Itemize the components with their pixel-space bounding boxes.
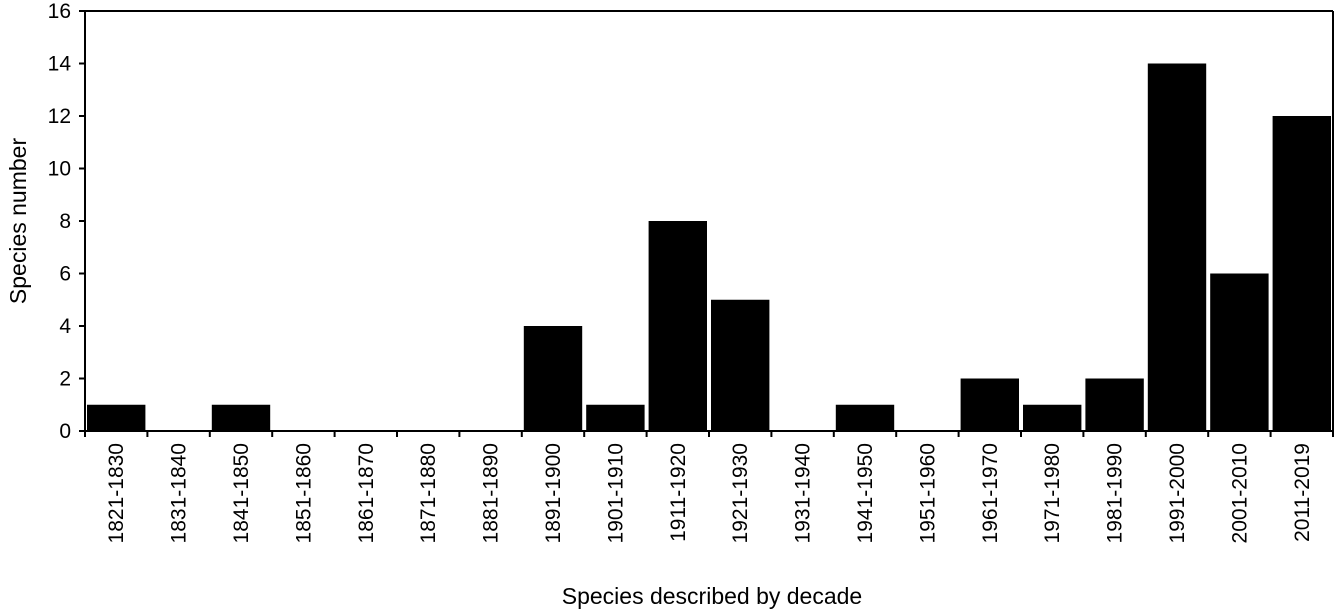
- x-tick-label: 1901-1910: [604, 443, 627, 543]
- bar-1841-1850: [211, 404, 271, 431]
- x-tick-label: 1991-2000: [1166, 443, 1189, 543]
- y-tick-label: 12: [48, 105, 71, 128]
- y-tick-label: 8: [59, 210, 71, 233]
- y-tick-label: 4: [59, 315, 71, 338]
- x-tick-label: 1911-1920: [667, 443, 690, 542]
- y-tick-label: 14: [48, 53, 72, 76]
- bar-1941-1950: [835, 404, 895, 431]
- x-tick-label: 1851-1860: [292, 443, 315, 543]
- bar-1901-1910: [586, 404, 645, 431]
- bar-1981-1990: [1085, 378, 1144, 431]
- x-tick-label: 1841-1850: [230, 443, 253, 543]
- x-tick-label: 1931-1940: [792, 443, 815, 543]
- y-tick-label: 6: [59, 263, 71, 286]
- x-tick-label: 1971-1980: [1041, 443, 1064, 543]
- bar-1991-2000: [1147, 63, 1207, 431]
- bars-group: [87, 63, 1331, 431]
- y-tick-label: 16: [48, 0, 71, 23]
- x-tick-label: 1981-1990: [1104, 443, 1127, 543]
- x-tick-label: 1891-1900: [542, 443, 565, 543]
- x-tick-label: 1831-1840: [168, 443, 191, 543]
- bar-1921-1930: [711, 299, 770, 431]
- bar-1821-1830: [87, 404, 146, 431]
- y-tick-label: 2: [59, 368, 71, 391]
- axes-group: [84, 10, 1334, 432]
- bar-1971-1980: [1023, 404, 1082, 431]
- x-tick-label: 2011-2019: [1291, 443, 1314, 542]
- y-tick-label: 0: [59, 420, 71, 443]
- x-tick-label: 1941-1950: [854, 443, 877, 543]
- x-axis-title: Species described by decade: [562, 583, 862, 609]
- y-axis-title: Species number: [5, 138, 31, 305]
- y-ticks-group: 0 2 4 6 8 10 12 14 16: [48, 0, 85, 443]
- x-tick-label: 1961-1970: [979, 443, 1002, 543]
- x-tick-label: 1951-1960: [916, 443, 939, 543]
- x-tick-label: 1921-1930: [729, 443, 752, 543]
- x-tick-label: 1821-1830: [105, 443, 128, 543]
- bar-1891-1900: [523, 326, 583, 431]
- x-tick-label: 1881-1890: [480, 443, 503, 543]
- x-tick-label: 1871-1880: [417, 443, 440, 543]
- y-tick-label: 10: [48, 158, 71, 181]
- bar-1961-1970: [960, 378, 1019, 431]
- x-tick-label: 2001-2010: [1228, 443, 1251, 543]
- bar-2011-2019: [1272, 116, 1331, 431]
- bar-1911-1920: [648, 221, 707, 431]
- x-tick-label: 1861-1870: [355, 443, 378, 543]
- x-ticks-group: 1821-1830 1831-1840 1841-1850 1851-1860 1861…: [84, 431, 1334, 543]
- bar-2001-2010: [1210, 273, 1269, 431]
